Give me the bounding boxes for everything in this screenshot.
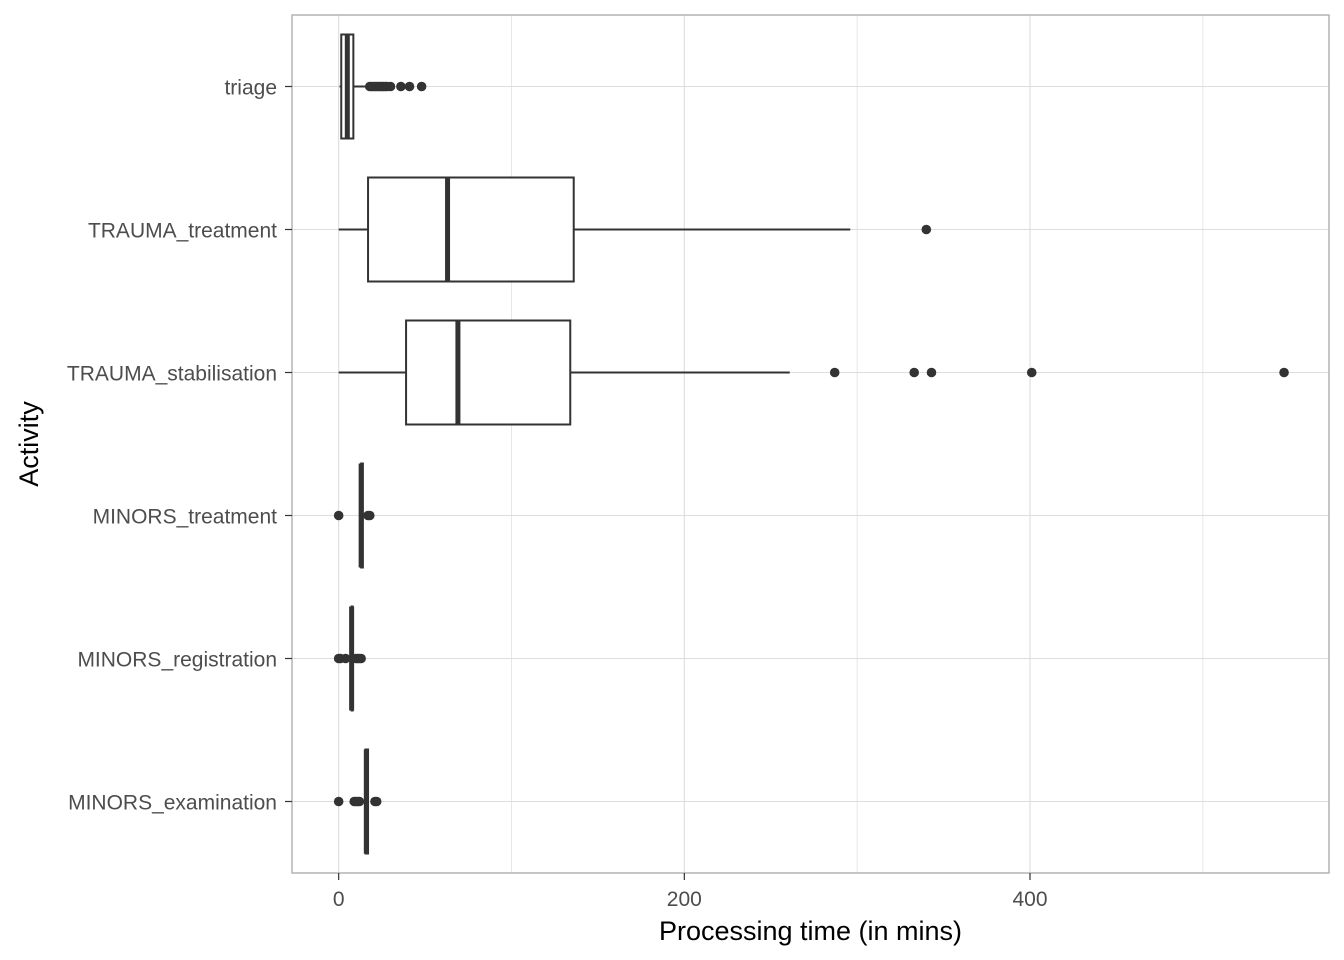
grid-minor-lines bbox=[511, 15, 1204, 873]
panel-border bbox=[291, 14, 1330, 874]
box-MINORS_examination bbox=[333, 748, 382, 855]
y-tick-label: TRAUMA_stabilisation bbox=[67, 363, 277, 386]
outlier-point bbox=[371, 796, 382, 807]
outlier-point bbox=[385, 81, 396, 92]
y-tick-label: TRAUMA_treatment bbox=[88, 220, 277, 243]
y-tick-label: MINORS_registration bbox=[77, 649, 277, 672]
outlier-point bbox=[364, 510, 375, 521]
box-MINORS_registration bbox=[333, 605, 366, 712]
x-tick-label: 0 bbox=[333, 888, 345, 911]
x-tick-label: 400 bbox=[1012, 888, 1047, 911]
x-axis-title: Processing time (in mins) bbox=[659, 916, 962, 946]
outlier-point bbox=[404, 81, 415, 92]
box-TRAUMA_stabilisation bbox=[338, 319, 1289, 426]
y-axis-ticks: triage TRAUMA_treatment TRAUMA_stabilisati… bbox=[67, 77, 292, 815]
outlier-point bbox=[333, 510, 344, 521]
box-TRAUMA_treatment bbox=[338, 176, 932, 283]
box-iqr bbox=[405, 319, 572, 426]
outlier-point bbox=[416, 81, 427, 92]
boxes-layer bbox=[333, 33, 1289, 855]
box-iqr bbox=[367, 176, 575, 283]
outlier-point bbox=[926, 367, 937, 378]
outlier-point bbox=[1026, 367, 1037, 378]
box-MINORS_treatment bbox=[333, 462, 375, 569]
x-axis-ticks: 0 200 400 bbox=[333, 873, 1048, 911]
x-tick-label: 200 bbox=[667, 888, 702, 911]
outlier-point bbox=[829, 367, 840, 378]
y-axis-title: Activity bbox=[14, 401, 44, 487]
outlier-point bbox=[1279, 367, 1289, 378]
outlier-point bbox=[921, 224, 932, 235]
outlier-point bbox=[354, 796, 365, 807]
outlier-point bbox=[356, 653, 366, 664]
y-tick-label: MINORS_treatment bbox=[93, 506, 278, 529]
outlier-point bbox=[340, 653, 351, 664]
outlier-point bbox=[909, 367, 919, 378]
y-tick-label: triage bbox=[224, 77, 277, 100]
outlier-point bbox=[396, 81, 406, 92]
box-triage bbox=[339, 33, 427, 140]
y-tick-label: MINORS_examination bbox=[68, 792, 277, 815]
grid-major-lines bbox=[292, 15, 1329, 873]
outlier-point bbox=[333, 796, 344, 807]
